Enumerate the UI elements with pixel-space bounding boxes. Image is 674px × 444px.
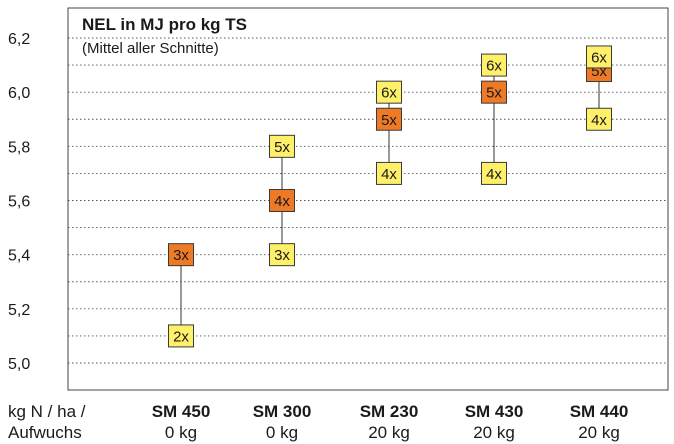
x-category-nitrogen: 20 kg [578, 423, 620, 442]
y-tick-label: 5,0 [8, 356, 30, 373]
data-point-box [481, 80, 507, 104]
data-point-box [481, 53, 507, 77]
plot-frame [67, 7, 669, 391]
y-tick-label: 6,2 [8, 31, 30, 48]
x-category-nitrogen: 20 kg [368, 423, 410, 442]
data-point-box [376, 161, 402, 185]
data-point-label: 5x [274, 139, 290, 156]
data-point-box [586, 45, 612, 69]
x-category-name: SM 450 [152, 402, 211, 421]
x-category-name: SM 230 [360, 402, 419, 421]
data-point-label: 6x [381, 85, 397, 102]
y-tick-label: 5,8 [8, 139, 30, 156]
y-tick-labels: 5,0 5,2 5,4 5,6 5,8 6,0 6,2 [8, 31, 30, 373]
data-point-box [269, 189, 295, 212]
data-point-box [586, 107, 612, 131]
x-axis-label-line1: kg N / ha / [8, 402, 86, 421]
x-category-name: SM 300 [253, 402, 312, 421]
y-tick-label: 6,0 [8, 85, 30, 102]
x-category-labels: SM 450 0 kg SM 300 0 kg SM 230 20 kg SM 430 20 … [152, 402, 629, 442]
y-tick-label: 5,6 [8, 194, 30, 211]
data-point-label: 3x [274, 247, 290, 264]
data-point-label: 6x [486, 58, 502, 75]
data-point-box [269, 243, 295, 267]
data-point-label: 4x [486, 166, 502, 183]
data-point-box [168, 243, 194, 267]
x-axis-label-line2: Aufwuchs [8, 423, 82, 442]
y-tick-label: 5,2 [8, 302, 30, 319]
chart-subtitle: (Mittel aller Schnitte) [82, 40, 219, 57]
chart-title: NEL in MJ pro kg TS [82, 15, 247, 34]
y-tick-label: 5,4 [8, 248, 30, 265]
data-point-label: 4x [274, 193, 290, 210]
data-point-box [376, 107, 402, 131]
data-point-label: 2x [173, 328, 189, 345]
data-point-box [168, 324, 194, 348]
x-category-nitrogen: 0 kg [266, 423, 298, 442]
data-point-label: 5x [486, 85, 502, 102]
x-category-name: SM 440 [570, 402, 629, 421]
x-category-name: SM 430 [465, 402, 524, 421]
grid-lines [68, 37, 668, 364]
data-point-label: 4x [591, 112, 607, 129]
data-point-label: 4x [381, 166, 397, 183]
data-point-box [269, 134, 295, 158]
data-point-box [481, 161, 507, 185]
data-point-box [376, 80, 402, 104]
data-point-label: 5x [381, 112, 397, 129]
x-category-nitrogen: 0 kg [165, 423, 197, 442]
data-point-label: 6x [591, 49, 607, 66]
data-point-label: 3x [173, 247, 189, 264]
x-category-nitrogen: 20 kg [473, 423, 515, 442]
